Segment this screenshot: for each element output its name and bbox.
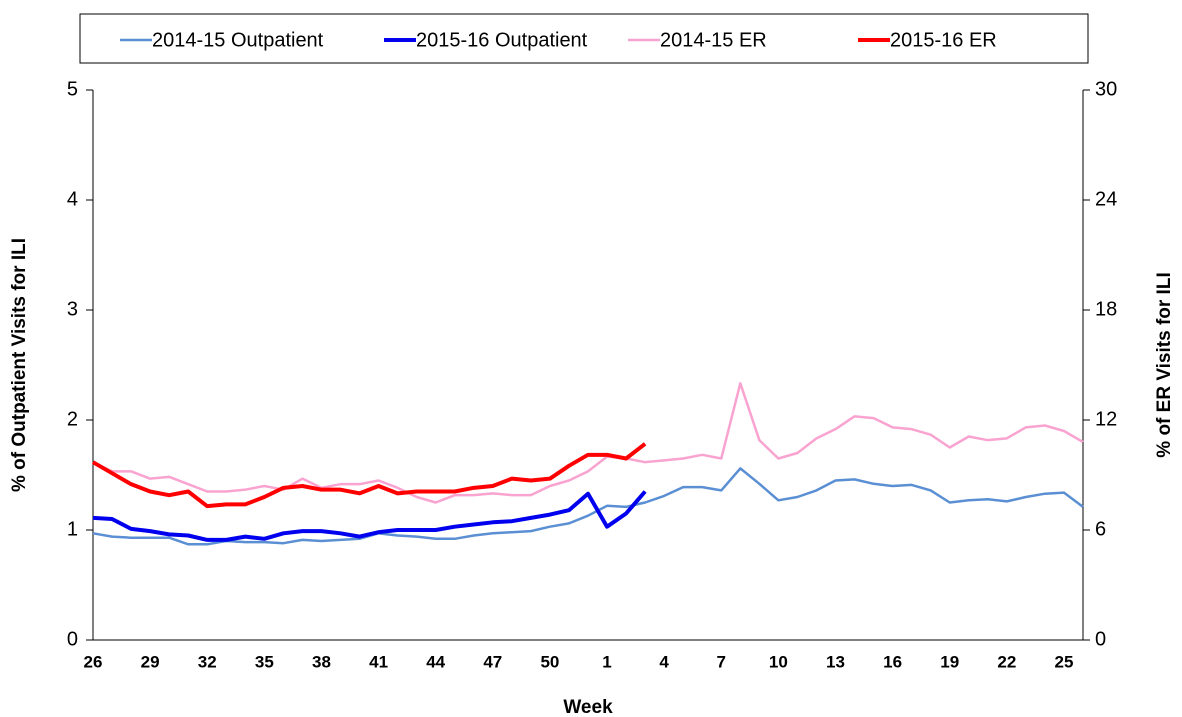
- y-tick-label: 2: [67, 408, 78, 430]
- x-tick-label: 26: [84, 652, 103, 671]
- x-tick-label: 29: [141, 652, 160, 671]
- legend-label: 2015-16 Outpatient: [416, 29, 588, 51]
- x-tick-label: 35: [255, 652, 274, 671]
- y2-tick-label: 6: [1095, 518, 1106, 540]
- y-tick-label: 4: [67, 188, 78, 210]
- y-axis-title: % of Outpatient Visits for ILI: [9, 238, 30, 492]
- x-tick-label: 22: [997, 652, 1016, 671]
- x-tick-label: 10: [769, 652, 788, 671]
- legend-box: [79, 13, 1089, 64]
- x-tick-label: 44: [426, 652, 445, 671]
- x-axis-title: Week: [563, 697, 613, 717]
- x-tick-label: 19: [940, 652, 959, 671]
- series-line: [92, 490, 647, 542]
- y2-tick-label: 0: [1095, 628, 1106, 650]
- legend-label: 2014-15 ER: [660, 29, 767, 51]
- series-line: [91, 442, 647, 509]
- x-tick-label: 32: [198, 652, 217, 671]
- x-tick-label: 16: [883, 652, 902, 671]
- series-line: [92, 382, 1084, 504]
- x-tick-label: 47: [483, 652, 502, 671]
- x-tick-label: 7: [717, 652, 726, 671]
- y-tick-label: 5: [67, 78, 78, 100]
- y2-tick-label: 18: [1095, 298, 1117, 320]
- x-tick-label: 4: [659, 652, 669, 671]
- y2-tick-label: 12: [1095, 408, 1117, 430]
- y2-tick-label: 24: [1095, 188, 1117, 210]
- x-tick-label: 38: [312, 652, 331, 671]
- x-tick-label: 13: [826, 652, 845, 671]
- legend-label: 2015-16 ER: [890, 29, 997, 51]
- y2-tick-label: 30: [1095, 78, 1117, 100]
- y-tick-label: 1: [67, 518, 78, 540]
- x-tick-label: 25: [1055, 652, 1074, 671]
- legend-label: 2014-15 Outpatient: [152, 29, 324, 51]
- y2-axis-title: % of ER Visits for ILI: [1154, 272, 1175, 457]
- x-tick-label: 1: [602, 652, 611, 671]
- x-tick-label: 50: [540, 652, 559, 671]
- y-tick-label: 3: [67, 298, 78, 320]
- x-tick-label: 41: [369, 652, 388, 671]
- y-tick-label: 0: [67, 628, 78, 650]
- series-line: [92, 467, 1084, 546]
